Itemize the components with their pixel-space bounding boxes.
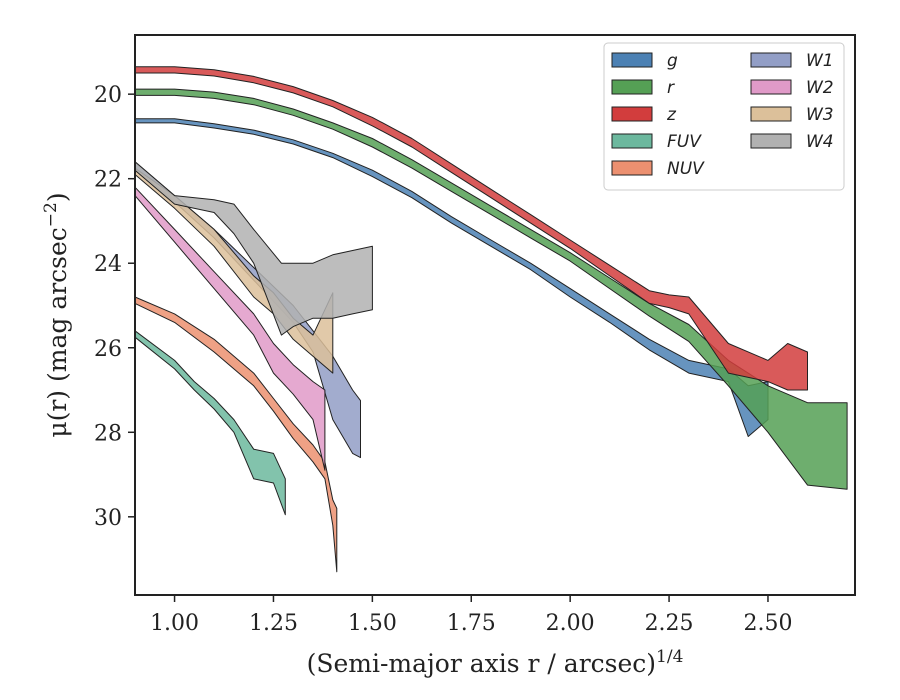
legend-swatch-w4 [750,133,792,149]
y-tick-label: 28 [94,421,122,446]
legend-label-w1: W1 [806,51,834,71]
band-w2 [134,186,326,471]
legend-label-w4: W4 [806,132,834,152]
legend-swatch-z [611,106,653,122]
x-tick-label: 1.00 [150,611,199,636]
legend-label-w3: W3 [806,105,834,125]
x-tick-label: 2.25 [645,611,694,636]
x-tick-label: 1.50 [348,611,397,636]
legend-label-r: r [667,78,675,98]
y-tick-label: 26 [94,337,122,362]
band-r [134,88,848,490]
y-tick-label: 20 [94,83,122,108]
x-tick-label: 2.00 [546,611,595,636]
legend-swatch-w3 [750,106,792,122]
legend: grz FUV NUV W1 W2 W3 W4 [603,42,845,191]
y-tick-label: 30 [94,506,122,531]
legend-label-fuv: FUV [667,132,702,152]
x-tick-label: 1.25 [249,611,298,636]
legend-swatch-g [611,52,653,68]
x-tick-label: 1.75 [447,611,496,636]
ticks-layer: 1.00 1.25 1.50 1.75 2.00 2.25 2.50 20 22 24 26 28 30 [94,83,792,636]
legend-label-nuv: NUV [667,159,705,179]
legend-label-w2: W2 [806,78,834,98]
x-axis-label: (Semi-major axis r / arcsec)1/4 [307,647,684,678]
bands-layer [134,66,848,573]
legend-label-g: g [667,51,678,71]
band-nuv [134,296,338,573]
legend-swatch-w1 [750,52,792,68]
band-w4 [134,161,373,336]
y-tick-label: 24 [94,252,122,277]
x-tick-label: 2.50 [743,611,792,636]
band-z [134,66,808,391]
legend-label-z: z [666,105,677,125]
band-fuv [134,330,286,516]
plot-frame [134,34,856,596]
y-axis-label: μ(r) (mag arcsec−2) [41,192,72,437]
legend-swatch-r [611,79,653,95]
legend-swatch-nuv [611,160,653,176]
y-tick-label: 22 [94,168,122,193]
legend-swatch-w2 [750,79,792,95]
legend-swatch-fuv [611,133,653,149]
